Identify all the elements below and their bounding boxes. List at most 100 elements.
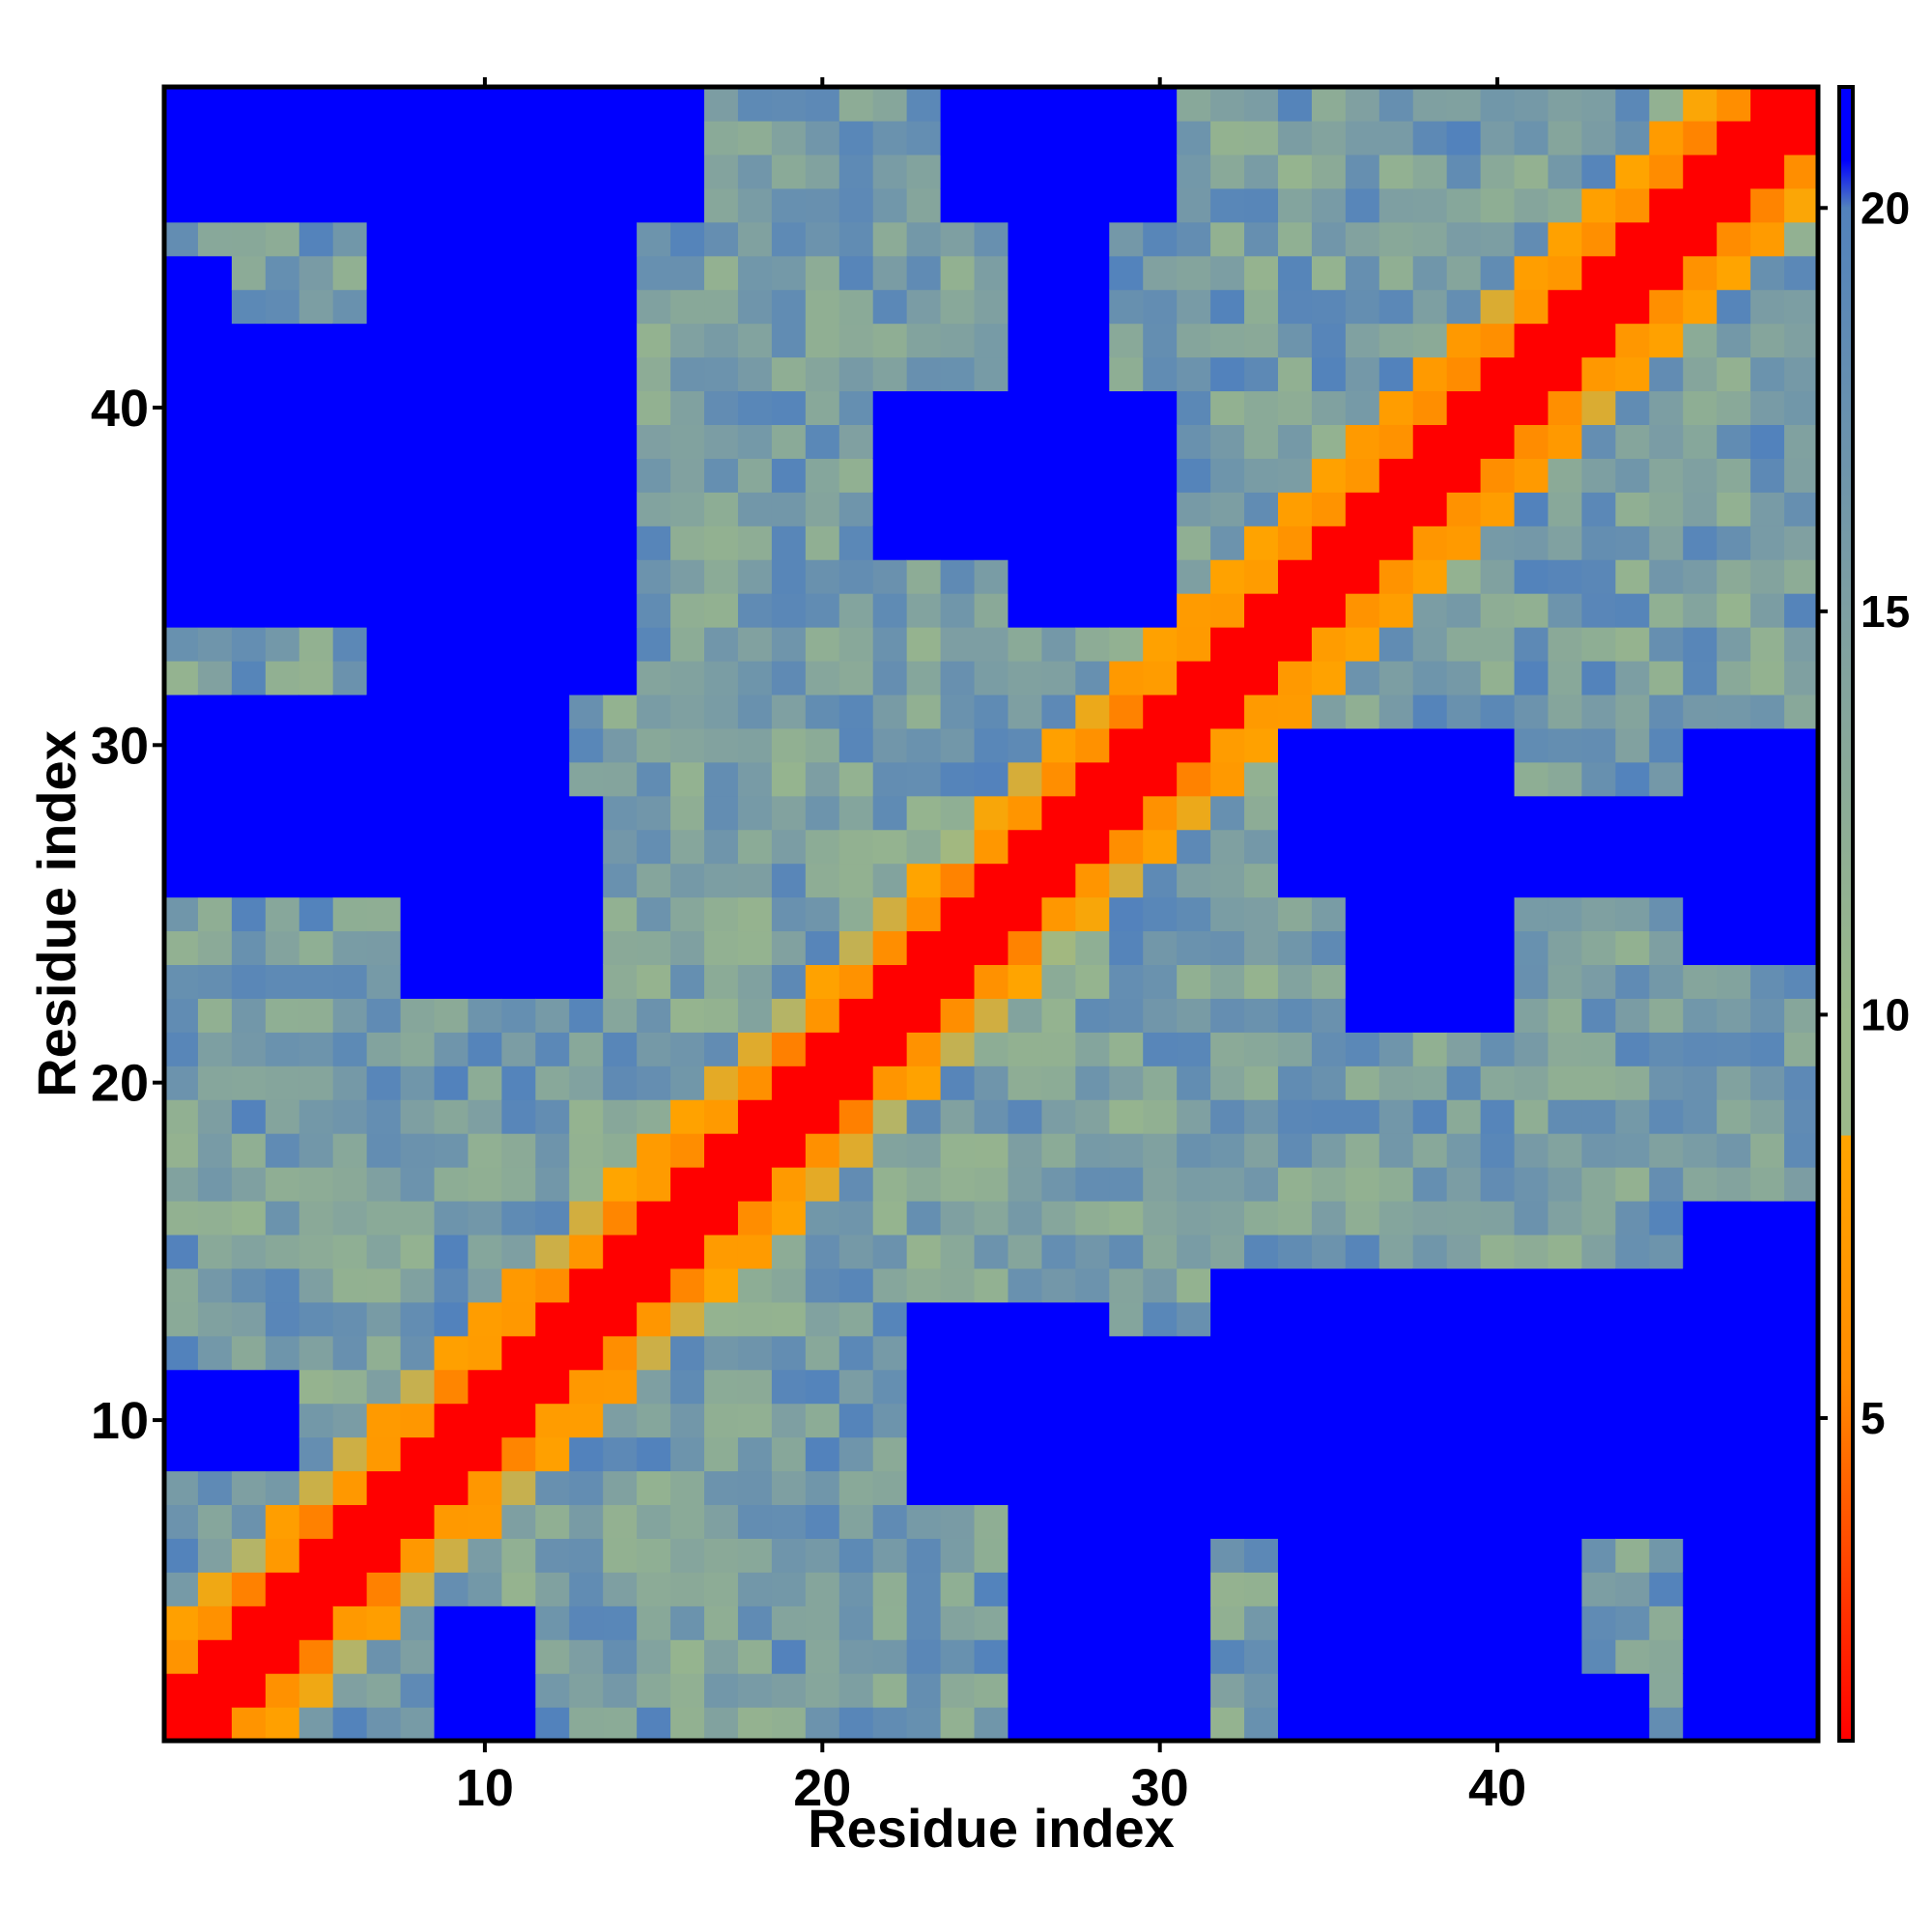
heatmap-cell <box>501 87 536 122</box>
heatmap-cell <box>1514 1470 1549 1506</box>
heatmap-cell <box>1008 1301 1043 1337</box>
heatmap-cell <box>569 120 604 156</box>
heatmap-cell <box>1075 1403 1110 1438</box>
heatmap-cell <box>265 1065 300 1100</box>
heatmap-cell <box>1378 323 1414 358</box>
heatmap-cell <box>231 863 267 898</box>
heatmap-cell <box>974 761 1009 797</box>
heatmap-cell <box>1412 559 1448 594</box>
heatmap-cell <box>400 1032 436 1066</box>
heatmap-cell <box>637 593 671 628</box>
heatmap-cell <box>1750 526 1785 560</box>
heatmap-cell <box>1683 458 1718 493</box>
heatmap-cell <box>1683 727 1718 763</box>
heatmap-cell <box>1446 559 1482 594</box>
heatmap-cell <box>603 458 638 493</box>
heatmap-cell <box>1649 1605 1684 1640</box>
heatmap-cell <box>1615 761 1650 797</box>
heatmap-cell <box>1615 1301 1650 1337</box>
heatmap-cell <box>1041 255 1076 291</box>
heatmap-cell <box>1514 323 1549 358</box>
heatmap-cell <box>940 1099 976 1134</box>
heatmap-cell <box>1514 356 1549 392</box>
heatmap-cell <box>1615 1436 1650 1472</box>
heatmap-cell <box>1345 1369 1380 1405</box>
heatmap-cell <box>231 356 267 392</box>
heatmap-cell <box>1412 964 1448 999</box>
heatmap-cell <box>366 356 402 392</box>
heatmap-cell <box>603 1572 638 1606</box>
heatmap-cell <box>940 492 976 526</box>
heatmap-cell <box>1717 1167 1751 1202</box>
heatmap-cell <box>1075 255 1110 291</box>
heatmap-cell <box>1683 795 1718 831</box>
heatmap-cell <box>1412 1673 1448 1708</box>
heatmap-cell <box>1649 1639 1684 1674</box>
heatmap-cell <box>1548 660 1583 696</box>
heatmap-cell <box>940 1167 976 1202</box>
heatmap-cell <box>737 390 773 425</box>
heatmap-cell <box>1548 1065 1583 1100</box>
heatmap-cell <box>468 1133 502 1168</box>
heatmap-cell <box>1008 1538 1043 1573</box>
heatmap-cell <box>569 323 604 358</box>
heatmap-cell <box>637 930 671 966</box>
heatmap-cell <box>265 694 300 729</box>
heatmap-cell <box>1177 87 1211 122</box>
heatmap-cell <box>1784 187 1819 223</box>
heatmap-cell <box>1041 1605 1076 1640</box>
heatmap-cell <box>838 727 874 763</box>
heatmap-cell <box>1446 458 1482 493</box>
heatmap-cell <box>771 1133 807 1168</box>
heatmap-cell <box>197 221 233 257</box>
heatmap-cell <box>231 1335 267 1371</box>
heatmap-cell <box>1075 627 1110 662</box>
heatmap-cell <box>197 1065 233 1100</box>
heatmap-cell <box>1378 1267 1414 1303</box>
heatmap-cell <box>1750 998 1785 1033</box>
heatmap-cell <box>501 795 536 831</box>
heatmap-cell <box>771 964 807 999</box>
heatmap-cell <box>434 1707 469 1742</box>
heatmap-cell <box>872 1200 908 1236</box>
heatmap-cell <box>1683 1267 1718 1303</box>
heatmap-cell <box>231 87 267 122</box>
heatmap-cell <box>737 727 773 763</box>
heatmap-cell <box>670 795 705 831</box>
heatmap-cell <box>1109 829 1144 865</box>
heatmap-cell <box>1548 356 1583 392</box>
heatmap-cell <box>637 1267 671 1303</box>
heatmap-cell <box>838 154 874 189</box>
heatmap-cell <box>1717 1099 1751 1134</box>
heatmap-cell <box>940 761 976 797</box>
heatmap-cell <box>434 1504 469 1539</box>
heatmap-cell <box>1210 1200 1245 1236</box>
heatmap-cell <box>1446 896 1482 932</box>
heatmap-cell <box>637 323 671 358</box>
heatmap-cell <box>1311 1032 1347 1066</box>
heatmap-cell <box>1345 1133 1380 1168</box>
heatmap-cell <box>1345 1538 1380 1573</box>
heatmap-cell <box>298 289 334 325</box>
heatmap-cell <box>603 1133 638 1168</box>
heatmap-cell <box>1109 1234 1144 1269</box>
heatmap-cell <box>838 1200 874 1236</box>
heatmap-cell <box>1177 1436 1211 1472</box>
heatmap-cell <box>1480 1335 1516 1371</box>
heatmap-cell <box>1683 627 1718 662</box>
heatmap-cell <box>670 1267 705 1303</box>
heatmap-cell <box>1143 930 1178 966</box>
heatmap-cell <box>535 187 570 223</box>
heatmap-cell <box>197 1267 233 1303</box>
heatmap-cell <box>1008 154 1043 189</box>
heatmap-cell <box>1041 761 1076 797</box>
heatmap-cell <box>332 727 368 763</box>
heatmap-cell <box>1412 1605 1448 1640</box>
heatmap-cell <box>366 896 402 932</box>
heatmap-cell <box>603 863 638 898</box>
heatmap-cell <box>1311 1470 1347 1506</box>
heatmap-cell <box>1649 526 1684 560</box>
heatmap-cell <box>1075 1099 1110 1134</box>
heatmap-cell <box>1480 289 1516 325</box>
heatmap-cell <box>468 593 502 628</box>
